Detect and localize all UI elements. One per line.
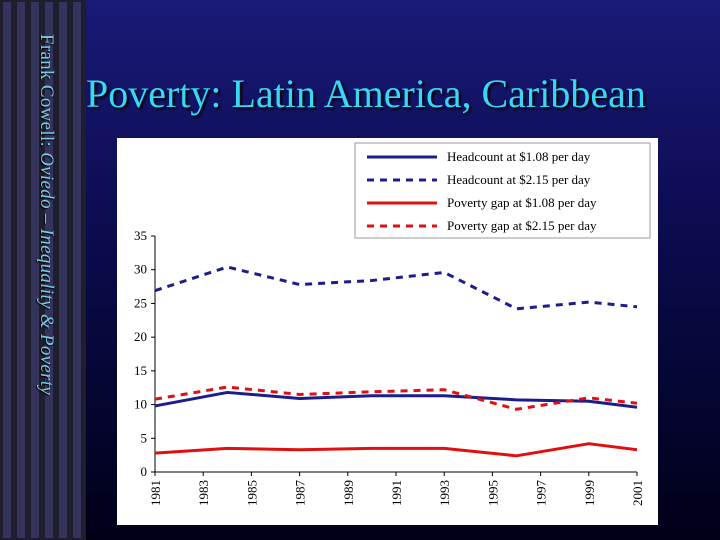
x-tick-label: 1991 (389, 480, 404, 506)
legend-label-0: Headcount at $1.08 per day (447, 149, 591, 164)
legend-label-2: Poverty gap at $1.08 per day (447, 195, 597, 210)
y-tick-label: 30 (134, 262, 147, 277)
y-tick-label: 5 (141, 430, 148, 445)
legend-label-1: Headcount at $2.15 per day (447, 172, 591, 187)
x-tick-label: 1987 (293, 480, 308, 507)
sidebar-author: Frank Cowell: (36, 34, 57, 148)
x-tick-label: 1999 (582, 480, 597, 506)
x-tick-label: 2001 (630, 480, 645, 506)
x-tick-label: 1981 (148, 480, 163, 506)
x-tick-label: 1989 (341, 480, 356, 506)
chart-axes: 0 5 10 15 20 25 30 35 1981 1983 1985 1987 1989 1991 19… (134, 228, 645, 506)
y-tick-label: 0 (141, 464, 148, 479)
series-layer (154, 265, 638, 458)
y-tick-label: 20 (134, 329, 147, 344)
series-line-0 (154, 390, 638, 409)
y-tick-label: 25 (134, 295, 147, 310)
legend-label-3: Poverty gap at $2.15 per day (447, 218, 597, 233)
slide-title: Poverty: Latin America, Caribbean (86, 71, 646, 116)
chart-legend: Headcount at $1.08 per day Headcount at $… (354, 142, 651, 239)
x-tick-label: 1997 (534, 480, 549, 507)
series-line-3 (154, 385, 638, 411)
chart-panel: 0 5 10 15 20 25 30 35 1981 1983 1985 1987 1989 1991 19… (117, 138, 658, 525)
y-tick-label: 35 (134, 228, 147, 243)
y-tick-label: 10 (134, 397, 147, 412)
x-tick-label: 1985 (244, 480, 259, 506)
line-chart: 0 5 10 15 20 25 30 35 1981 1983 1985 1987 1989 1991 19… (134, 142, 651, 506)
x-tick-label: 1995 (485, 480, 500, 506)
x-tick-label: 1993 (437, 480, 452, 506)
x-tick-label: 1983 (196, 480, 211, 506)
sidebar-caption: Frank Cowell: Oviedo – Inequality & Pove… (27, 34, 57, 514)
sidebar: Frank Cowell: Oviedo – Inequality & Pove… (0, 0, 86, 540)
series-line-2 (154, 442, 638, 458)
y-tick-label: 15 (134, 363, 147, 378)
sidebar-subtitle: Oviedo – Inequality & Poverty (36, 152, 57, 396)
series-line-1 (154, 265, 638, 311)
legend-box (354, 142, 651, 239)
sidebar-pattern (3, 2, 83, 538)
